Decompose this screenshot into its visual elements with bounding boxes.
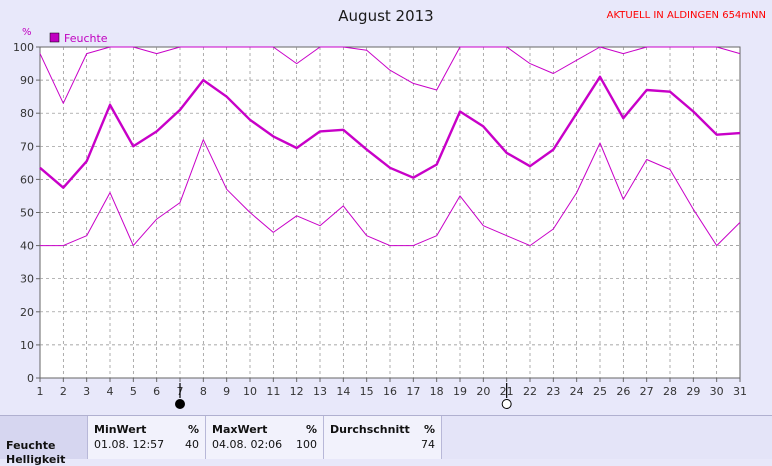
x-tick-label: 9 <box>223 385 230 398</box>
x-tick-label: 1 <box>37 385 44 398</box>
max-value: 100 <box>296 438 317 451</box>
y-tick-label: 80 <box>20 107 34 120</box>
x-tick-label: 3 <box>83 385 90 398</box>
y-tick-label: 20 <box>20 306 34 319</box>
station-status: AKTUELL IN ALDINGEN 654mNN <box>607 10 766 21</box>
max-header: MaxWert <box>212 423 268 436</box>
x-tick-label: 24 <box>570 385 584 398</box>
x-tick-label: 15 <box>360 385 374 398</box>
x-tick-label: 22 <box>523 385 537 398</box>
x-tick-label: 28 <box>663 385 677 398</box>
x-tick-label: 5 <box>130 385 137 398</box>
avg-header: Durchschnitt <box>330 423 410 436</box>
x-tick-label: 13 <box>313 385 327 398</box>
x-tick-label: 12 <box>290 385 304 398</box>
stats-label-column: Feuchte Helligkeit <box>0 416 88 466</box>
stats-max-column: MaxWert % 04.08. 02:06 100 <box>206 416 324 459</box>
y-tick-label: 0 <box>27 372 34 385</box>
x-tick-label: 18 <box>430 385 444 398</box>
x-tick-label: 10 <box>243 385 257 398</box>
y-tick-label: 90 <box>20 74 34 87</box>
x-tick-label: 23 <box>546 385 560 398</box>
chart-title: August 2013 <box>338 7 433 25</box>
x-tick-label: 25 <box>593 385 607 398</box>
y-tick-label: 10 <box>20 339 34 352</box>
y-tick-label: 50 <box>20 207 34 220</box>
min-date: 01.08. 12:57 <box>94 438 165 451</box>
min-unit: % <box>187 423 199 436</box>
series-line-min <box>40 139 741 247</box>
x-tick-label: 26 <box>616 385 630 398</box>
x-tick-label: 19 <box>453 385 467 398</box>
x-tick-label: 17 <box>406 385 420 398</box>
x-tick-label: 8 <box>200 385 207 398</box>
y-tick-label: 100 <box>13 41 34 54</box>
stats-row-label-next: Helligkeit <box>6 453 66 466</box>
x-tick-label: 27 <box>640 385 654 398</box>
min-header: MinWert <box>94 423 147 436</box>
series-line-mean <box>39 75 741 189</box>
x-tick-label: 16 <box>383 385 397 398</box>
y-tick-label: 30 <box>20 273 34 286</box>
x-tick-label: 30 <box>710 385 724 398</box>
y-tick-label: 40 <box>20 240 34 253</box>
stats-avg-column: Durchschnitt % 74 <box>324 416 442 459</box>
legend-label: Feuchte <box>64 32 108 45</box>
moon-full-icon <box>501 399 512 409</box>
x-tick-label: 11 <box>266 385 280 398</box>
y-axis-ticks: 0 10 20 30 40 50 60 70 80 90 100 <box>13 41 40 385</box>
x-axis-ticks: 1234567891011121314151617181920212223242… <box>37 378 747 398</box>
x-tick-label: 14 <box>336 385 350 398</box>
x-tick-label: 2 <box>60 385 67 398</box>
avg-value: 74 <box>421 438 435 451</box>
x-tick-label: 6 <box>153 385 160 398</box>
x-tick-label: 4 <box>107 385 114 398</box>
y-tick-label: 60 <box>20 173 34 186</box>
stats-empty-column <box>442 416 772 459</box>
x-tick-label: 29 <box>686 385 700 398</box>
x-tick-label: 31 <box>733 385 747 398</box>
humidity-chart: August 2013 AKTUELL IN ALDINGEN 654mNN F… <box>13 7 766 409</box>
stats-min-column: MinWert % 01.08. 12:57 40 <box>88 416 206 459</box>
statistics-table: Feuchte Helligkeit MinWert % 01.08. 12:5… <box>0 415 772 466</box>
avg-unit: % <box>423 423 435 436</box>
max-date: 04.08. 02:06 <box>212 438 283 451</box>
series-line-max <box>39 46 741 104</box>
y-axis-unit: % <box>22 27 32 38</box>
max-unit: % <box>305 423 317 436</box>
legend-swatch <box>49 32 60 43</box>
series-group <box>39 46 741 247</box>
stats-row-label: Feuchte <box>6 439 56 452</box>
moon-phase-markers <box>175 383 512 409</box>
min-value: 40 <box>185 438 199 451</box>
moon-new-icon <box>175 399 185 409</box>
x-tick-label: 20 <box>476 385 490 398</box>
y-tick-label: 70 <box>20 140 34 153</box>
